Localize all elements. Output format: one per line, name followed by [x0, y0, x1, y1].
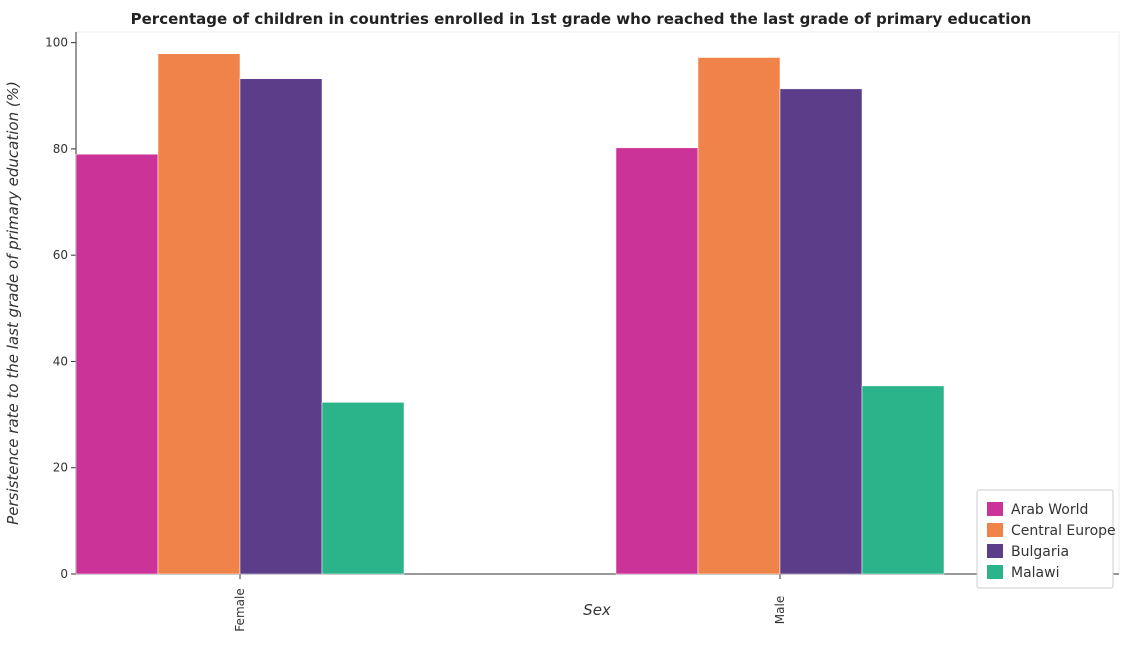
- legend-swatch: [987, 502, 1003, 516]
- bar-female-bulgaria: [239, 78, 323, 575]
- bar-female-central-europe: [157, 53, 241, 575]
- bar-female-malawi: [321, 402, 405, 575]
- y-tick-label: 80: [53, 142, 68, 156]
- x-tick-label: Male: [773, 596, 787, 624]
- bars: [75, 53, 945, 575]
- legend-box: [976, 489, 1114, 589]
- legend-label: Malawi: [1011, 565, 1059, 581]
- bar-male-arab-world: [615, 147, 699, 575]
- legend-swatch: [987, 565, 1003, 579]
- y-tick-label: 40: [53, 354, 68, 368]
- bar-female-arab-world: [75, 153, 159, 575]
- y-tick-label: 20: [53, 461, 68, 475]
- bar-male-bulgaria: [779, 88, 863, 575]
- y-axis-ticks: 0 20 40 60 80 100: [45, 36, 76, 581]
- y-axis-label: Persistence rate to the last grade of pr…: [4, 81, 22, 525]
- x-tick-label: Female: [233, 588, 247, 631]
- legend-swatch: [987, 544, 1003, 558]
- chart-title: Percentage of children in countries enro…: [131, 10, 1032, 28]
- bar-male-malawi: [861, 385, 945, 575]
- x-axis-label: Sex: [583, 601, 611, 619]
- legend-label: Central Europe: [1011, 523, 1116, 539]
- legend-label: Bulgaria: [1011, 544, 1069, 560]
- x-axis-ticks: Female Male: [233, 574, 787, 632]
- legend-swatch: [987, 523, 1003, 537]
- y-tick-label: 60: [53, 248, 68, 262]
- bar-male-central-europe: [697, 57, 781, 575]
- y-tick-label: 100: [45, 36, 68, 50]
- legend-label: Arab World: [1011, 502, 1088, 518]
- y-tick-label: 0: [60, 567, 68, 581]
- legend: Arab World Central Europe Bulgaria Malawi: [976, 489, 1116, 589]
